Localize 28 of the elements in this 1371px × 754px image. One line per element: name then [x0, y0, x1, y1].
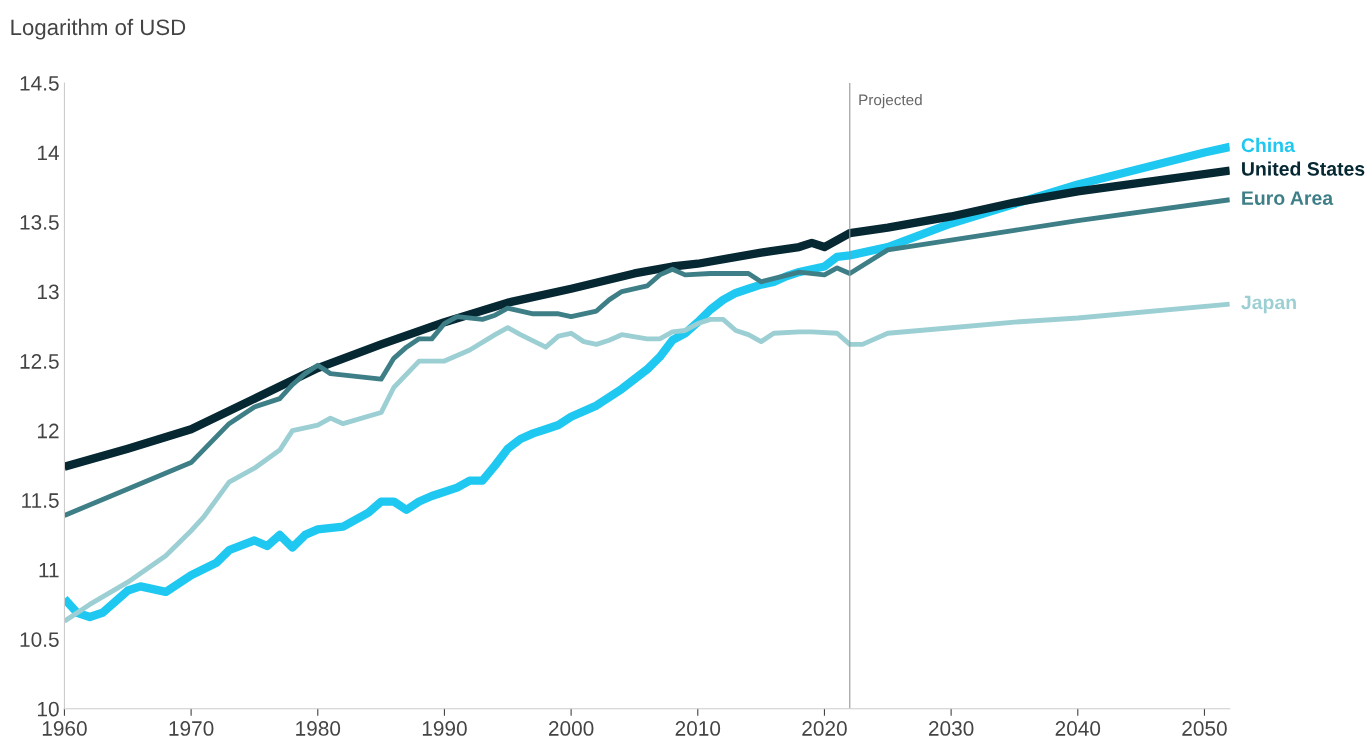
series-label: United States — [1242, 161, 1365, 176]
series-label: China — [1241, 137, 1296, 153]
y-tick-label: 12 — [37, 423, 59, 439]
x-tick-label: 1990 — [422, 721, 467, 736]
y-tick-label: 12.5 — [20, 354, 59, 369]
x-tick-label: 1970 — [169, 721, 214, 736]
y-tick-label: 11 — [39, 562, 59, 578]
y-tick-label: 10 — [37, 701, 59, 717]
x-tick-label: 2040 — [1055, 721, 1101, 736]
line-series — [64, 301, 1230, 624]
x-tick-label: 1960 — [42, 721, 87, 736]
y-tick-label: 10.5 — [20, 632, 59, 647]
y-tick-label: 14 — [37, 145, 59, 161]
y-tick-label: 13 — [37, 284, 59, 300]
x-tick-label: 2020 — [802, 721, 847, 736]
x-tick-label: 2010 — [675, 721, 721, 736]
x-tick-label: 2000 — [548, 721, 594, 736]
x-tick-label: 1980 — [296, 721, 341, 736]
x-tick-label: 2050 — [1182, 721, 1227, 736]
series-label: Euro Area — [1242, 191, 1334, 205]
y-tick-label: 13.5 — [20, 215, 59, 230]
line-series — [64, 197, 1230, 518]
ref-line-label: Projected — [859, 94, 922, 109]
x-tick-label: 2030 — [928, 721, 974, 736]
series-label: Japan — [1241, 295, 1296, 314]
y-tick-label: 11.5 — [22, 493, 59, 508]
y-axis-title: Logarithm of USD — [11, 18, 186, 40]
y-tick-label: 14.5 — [20, 76, 59, 91]
